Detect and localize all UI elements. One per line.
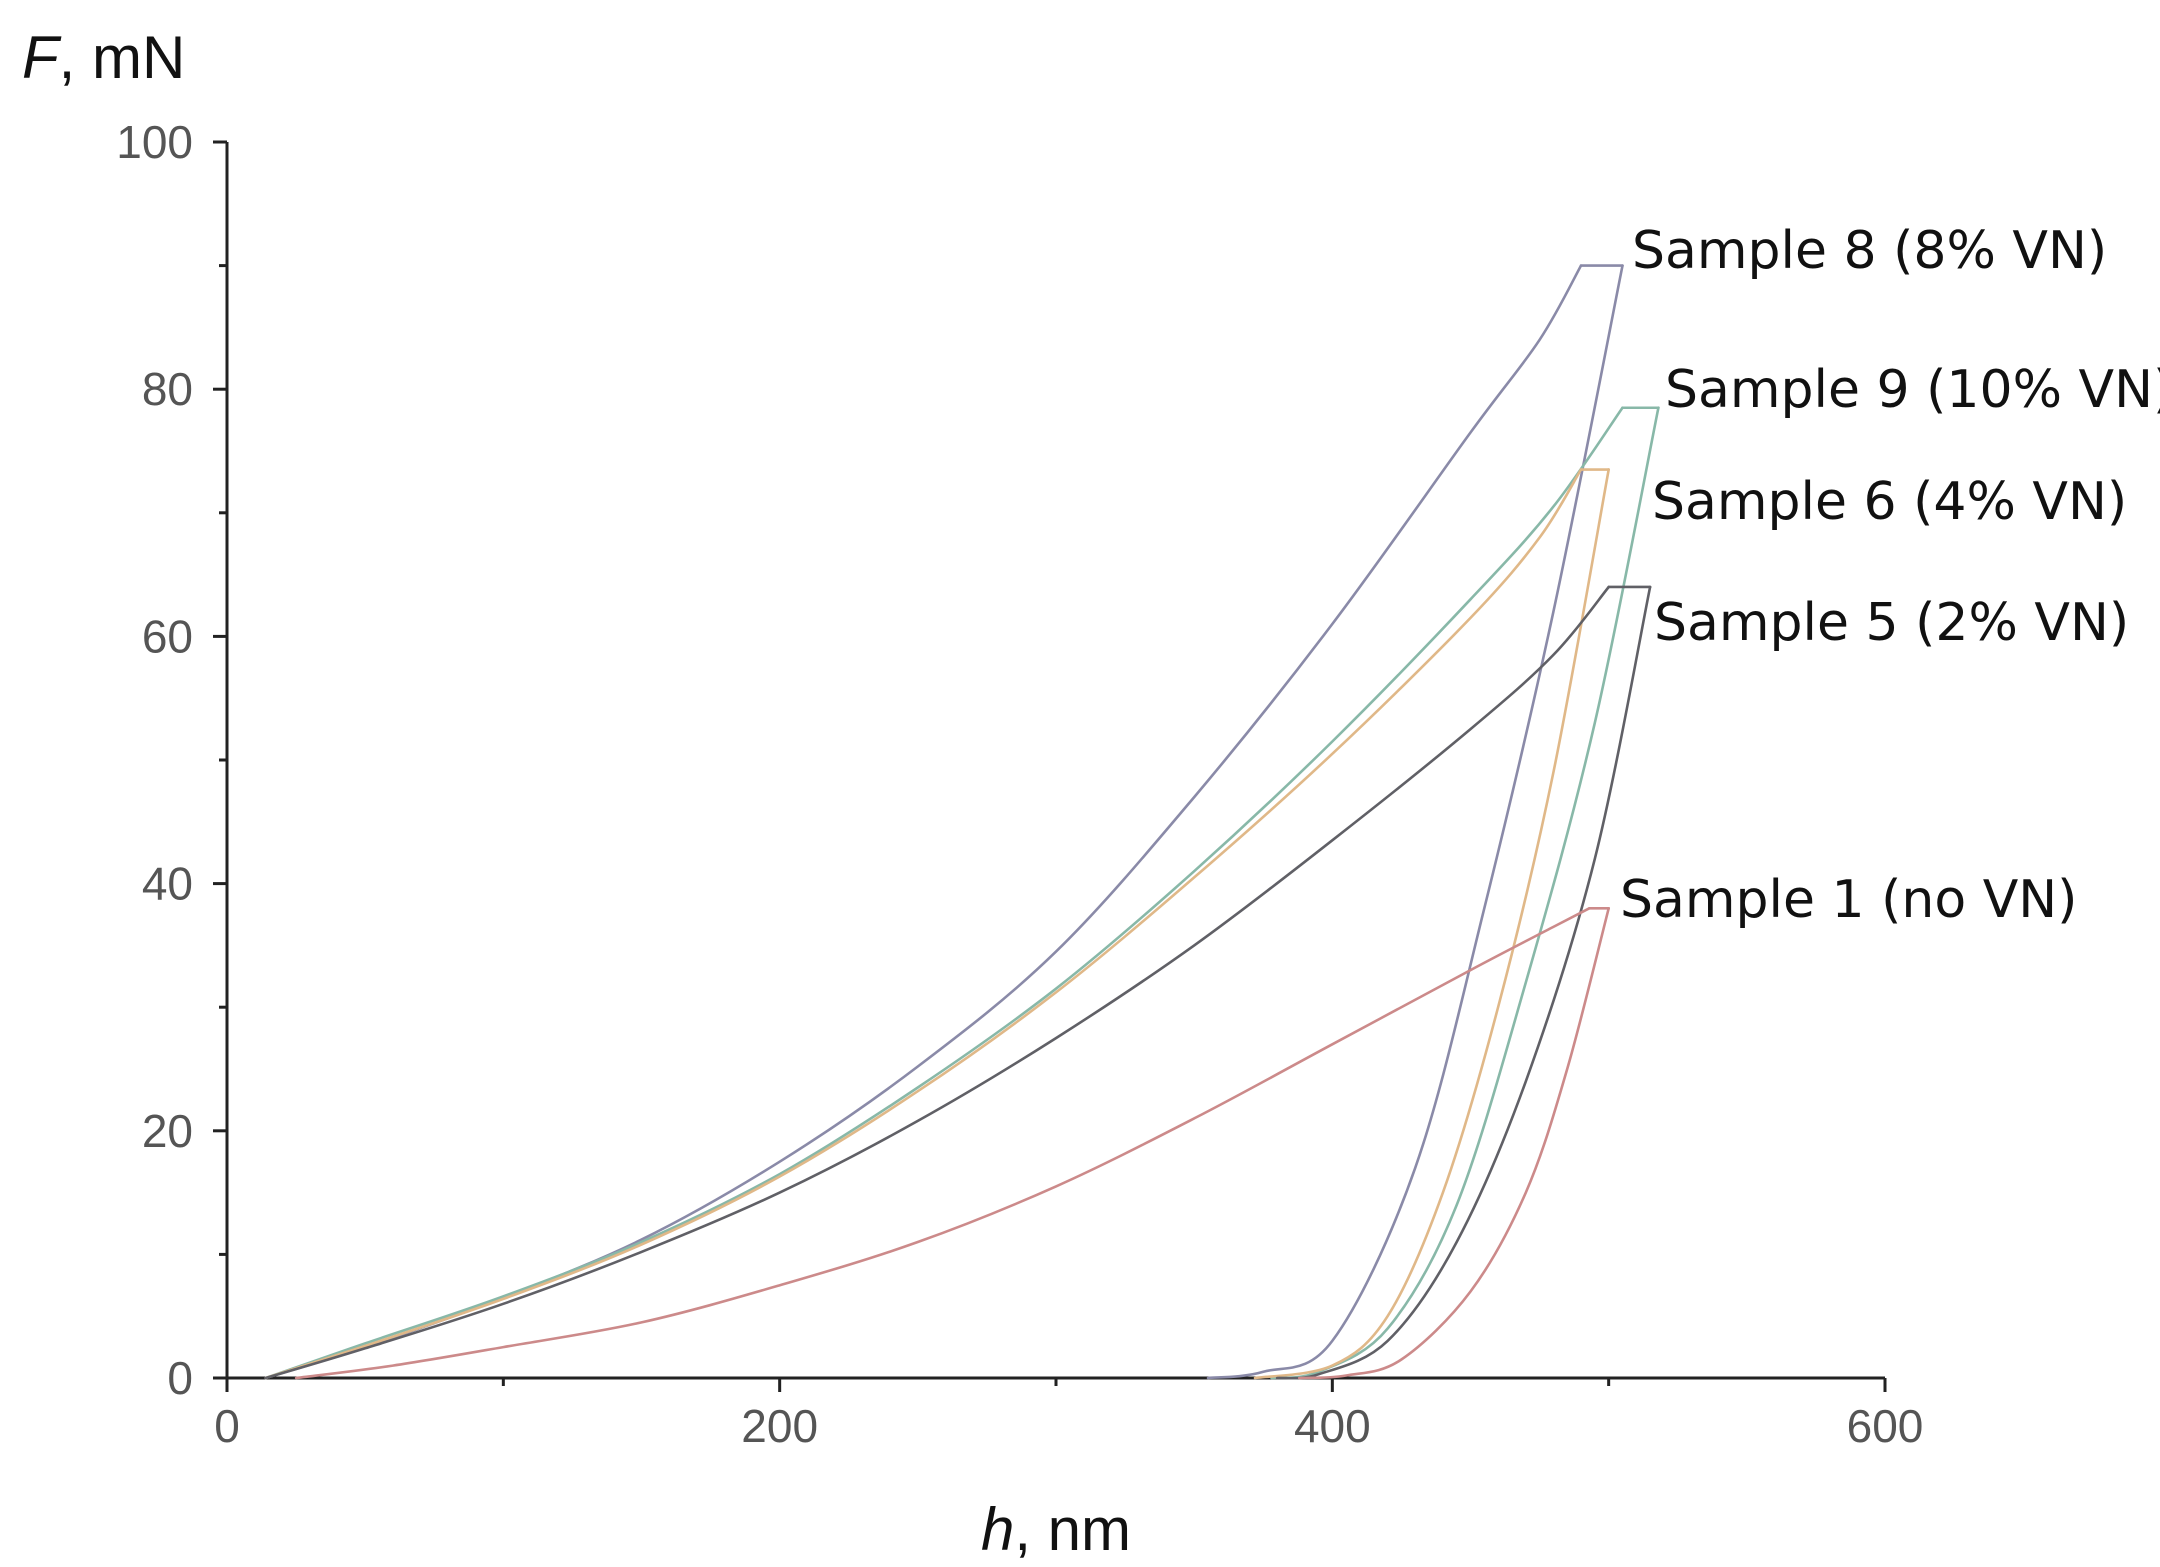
x-axis-title: h, nm xyxy=(981,1496,1131,1563)
unloading-curve xyxy=(1275,585,1652,1380)
loading-curve xyxy=(264,406,1624,1380)
series-sample-1-no-vn xyxy=(294,907,1610,1380)
loading-curve xyxy=(264,468,1583,1380)
ticks: 0 20 40 60 80 100 0 200 400 600 xyxy=(116,116,1923,1452)
series-label: Sample 9 (10% VN) xyxy=(1665,360,2160,420)
curves xyxy=(264,264,1660,1380)
series-sample-6-4-vn xyxy=(264,468,1610,1380)
unloading-curve xyxy=(1253,468,1610,1380)
y-tick-label: 40 xyxy=(142,858,193,910)
loading-curve xyxy=(264,264,1583,1380)
loading-curve xyxy=(294,907,1591,1380)
series-label: Sample 5 (2% VN) xyxy=(1654,593,2129,653)
x-tick-label: 400 xyxy=(1294,1400,1371,1452)
series-label: Sample 6 (4% VN) xyxy=(1652,472,2127,532)
series-sample-9-10-vn xyxy=(264,406,1660,1380)
axes xyxy=(225,142,1885,1380)
unloading-curve xyxy=(1206,264,1624,1380)
y-tick-label: 60 xyxy=(142,610,193,662)
y-axis-title: F, mN xyxy=(22,24,185,91)
y-tick-label: 20 xyxy=(142,1105,193,1157)
x-tick-label: 200 xyxy=(741,1400,818,1452)
y-tick-label: 100 xyxy=(116,116,193,168)
series-sample-8-8-vn xyxy=(264,264,1624,1380)
series-sample-5-2-vn xyxy=(264,585,1652,1380)
series-label: Sample 8 (8% VN) xyxy=(1632,221,2107,281)
series-labels: Sample 8 (8% VN) Sample 9 (10% VN) Sample … xyxy=(1620,221,2160,930)
y-tick-label: 0 xyxy=(167,1352,193,1404)
x-tick-label: 600 xyxy=(1847,1400,1924,1452)
unloading-curve xyxy=(1270,406,1660,1380)
y-tick-label: 80 xyxy=(142,363,193,415)
unloading-curve xyxy=(1297,907,1610,1380)
x-tick-label: 0 xyxy=(214,1400,240,1452)
loading-curve xyxy=(264,585,1610,1380)
series-label: Sample 1 (no VN) xyxy=(1620,870,2077,930)
